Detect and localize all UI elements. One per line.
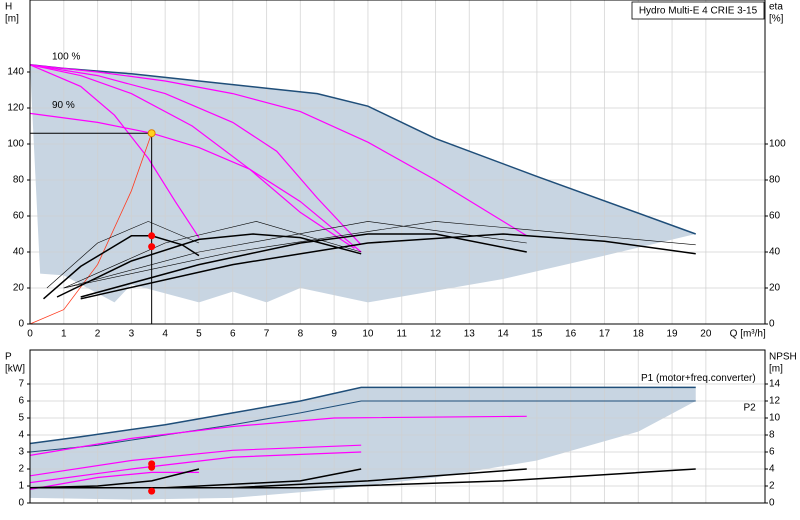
y-tick-label: 100 bbox=[7, 139, 24, 150]
x-tick-label: 4 bbox=[162, 329, 168, 340]
x-tick-label: 10 bbox=[362, 329, 374, 340]
y-tick-label: 40 bbox=[13, 247, 25, 258]
y-tick-label: 3 bbox=[18, 447, 24, 458]
x-tick-label: 13 bbox=[464, 329, 476, 340]
y-tick-label: 1 bbox=[18, 481, 24, 492]
curve bbox=[29, 386, 696, 445]
x-tick-label: 1 bbox=[61, 329, 67, 340]
y2-axis-label: NPSH bbox=[769, 352, 797, 363]
x-tick-label: 17 bbox=[599, 329, 611, 340]
y2-tick-label: 12 bbox=[769, 396, 781, 407]
y2-tick-label: 6 bbox=[769, 447, 775, 458]
duty-point bbox=[148, 243, 156, 251]
curve bbox=[29, 451, 362, 484]
operating-range bbox=[30, 387, 696, 500]
curve-label: 100 % bbox=[52, 51, 80, 62]
y2-tick-label: 40 bbox=[769, 247, 781, 258]
curve bbox=[63, 221, 527, 289]
y2-tick-label: 14 bbox=[769, 379, 781, 390]
x-tick-label: 20 bbox=[700, 329, 712, 340]
curve bbox=[29, 400, 696, 453]
y2-tick-label: 20 bbox=[769, 283, 781, 294]
y-tick-label: 0 bbox=[18, 319, 24, 330]
y-tick-label: 4 bbox=[18, 430, 24, 441]
y2-tick-label: 0 bbox=[769, 319, 775, 330]
chart-title: Hydro Multi-E 4 CRIE 3-15 bbox=[639, 6, 758, 17]
y-tick-label: 7 bbox=[18, 379, 24, 390]
curve bbox=[29, 112, 362, 253]
plot-frame bbox=[29, 349, 766, 504]
curve-label: 90 % bbox=[52, 100, 75, 111]
x-tick-label: 8 bbox=[298, 329, 304, 340]
curve bbox=[80, 233, 696, 300]
duty-point bbox=[147, 129, 156, 138]
y2-tick-label: 100 bbox=[769, 139, 786, 150]
y2-tick-label: 10 bbox=[769, 413, 781, 424]
curve bbox=[29, 415, 527, 456]
x-tick-label: 15 bbox=[531, 329, 543, 340]
y-tick-label: 6 bbox=[18, 396, 24, 407]
curve bbox=[43, 235, 200, 300]
duty-point bbox=[148, 232, 156, 240]
x-tick-label: 5 bbox=[196, 329, 202, 340]
x-tick-label: 0 bbox=[27, 329, 33, 340]
title-box bbox=[631, 1, 765, 20]
curve bbox=[29, 64, 355, 249]
x-tick-label: 19 bbox=[667, 329, 679, 340]
y-axis-label: [m] bbox=[5, 14, 19, 25]
y2-tick-label: 2 bbox=[769, 481, 775, 492]
duty-point bbox=[148, 463, 156, 471]
x-tick-label: 3 bbox=[129, 329, 135, 340]
curve bbox=[29, 64, 200, 238]
y2-tick-label: 0 bbox=[769, 498, 775, 509]
plot: P1 (motor+freq.converter)P20123456702468… bbox=[5, 349, 797, 509]
x-tick-label: 16 bbox=[565, 329, 577, 340]
x-tick-label: 14 bbox=[498, 329, 510, 340]
y2-tick-label: 60 bbox=[769, 211, 781, 222]
x-tick-label: 18 bbox=[633, 329, 645, 340]
plot-frame bbox=[29, 0, 766, 325]
x-tick-label: 7 bbox=[264, 329, 270, 340]
curve-label: P2 bbox=[743, 403, 756, 414]
curve bbox=[46, 221, 200, 289]
curve bbox=[29, 64, 362, 246]
x-tick-label: 12 bbox=[430, 329, 442, 340]
curve bbox=[63, 221, 362, 289]
y2-tick-label: 4 bbox=[769, 464, 775, 475]
curve bbox=[29, 468, 200, 489]
curve bbox=[29, 471, 199, 490]
curve bbox=[29, 64, 528, 237]
duty-point bbox=[148, 487, 156, 495]
curve bbox=[30, 468, 696, 489]
curve bbox=[29, 133, 153, 325]
y-tick-label: 0 bbox=[18, 498, 24, 509]
y-axis-label: [kW] bbox=[5, 364, 25, 375]
operating-range bbox=[30, 64, 696, 303]
y-tick-label: 80 bbox=[13, 175, 25, 186]
x-tick-label: 6 bbox=[230, 329, 236, 340]
curve bbox=[29, 64, 696, 235]
y2-tick-label: 8 bbox=[769, 430, 775, 441]
y-tick-label: 2 bbox=[18, 464, 24, 475]
curve-label: P1 (motor+freq.converter) bbox=[641, 373, 756, 384]
curve bbox=[29, 444, 362, 477]
y-tick-label: 140 bbox=[7, 67, 24, 78]
y2-axis-label: [m] bbox=[769, 364, 783, 375]
x-tick-label: 9 bbox=[331, 329, 337, 340]
y-tick-label: 20 bbox=[13, 283, 25, 294]
plot: 100 %90 %0 1 2 3 4 5 6 7 8 9 10 11 12 13 14 15 16 17 18 19 2… bbox=[5, 0, 786, 340]
y-axis-label: P bbox=[5, 352, 12, 363]
y-tick-label: 120 bbox=[7, 103, 24, 114]
y-tick-label: 5 bbox=[18, 413, 24, 424]
y2-axis-label: eta bbox=[769, 2, 783, 13]
x-axis-label: Q [m³/h] bbox=[730, 329, 766, 340]
y2-axis-label: [%] bbox=[769, 14, 784, 25]
x-tick-label: 2 bbox=[95, 329, 101, 340]
y2-tick-label: 80 bbox=[769, 175, 781, 186]
y-axis-label: H bbox=[5, 2, 12, 13]
y-tick-label: 60 bbox=[13, 211, 25, 222]
curve bbox=[63, 221, 696, 289]
x-tick-label: 11 bbox=[397, 329, 408, 340]
